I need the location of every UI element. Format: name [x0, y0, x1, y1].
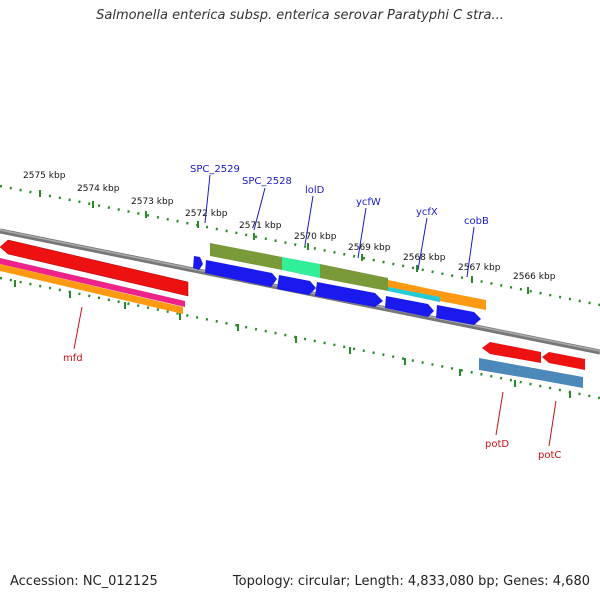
label-leaders-bottom: [73, 306, 557, 447]
gene-ycfX[interactable]: [436, 305, 481, 325]
scale-track-inner: [0, 276, 600, 400]
scale-label: 2568 kbp: [403, 253, 446, 263]
accession-text: Accession: NC_012125: [10, 574, 158, 589]
gene-arrow-small[interactable]: [193, 256, 203, 270]
gene-SPC_2528[interactable]: [277, 275, 316, 295]
map-title: Salmonella enterica subsp. enterica sero…: [96, 8, 504, 23]
scale-label: 2566 kbp: [513, 272, 556, 282]
gene-SPC_2529[interactable]: [205, 260, 277, 287]
label-leaders-top: [204, 174, 475, 278]
feature-mfd-red[interactable]: [0, 239, 189, 297]
feature-mfd-orange[interactable]: [0, 264, 183, 314]
major-ticks-outer: [39, 190, 529, 294]
scale-label: 2573 kbp: [131, 197, 174, 207]
gene-label: SPC_2528: [242, 176, 292, 187]
gene-label: potC: [538, 450, 561, 461]
scale-track-outer: [0, 184, 600, 307]
gene-label: potD: [485, 439, 509, 450]
scale-label: 2575 kbp: [23, 171, 66, 181]
feature-cyan[interactable]: [388, 287, 440, 302]
gene-ycfW[interactable]: [385, 296, 434, 317]
scale-label: 2567 kbp: [458, 263, 501, 273]
gene-label: ycfW: [356, 197, 381, 208]
gene-label: cobB: [464, 216, 489, 227]
gene-label: SPC_2529: [190, 164, 240, 175]
gene-labels-bottom: mfd potD potC: [63, 353, 561, 461]
gene-potD-red[interactable]: [482, 342, 541, 363]
major-ticks-inner: [14, 280, 571, 398]
scale-label: 2574 kbp: [77, 184, 120, 194]
gene-lolD[interactable]: [315, 282, 383, 307]
gene-label: mfd: [63, 353, 83, 364]
feature-potC-steel[interactable]: [539, 369, 583, 388]
scale-label: 2570 kbp: [294, 232, 337, 242]
feature-mfd-magenta[interactable]: [0, 258, 185, 307]
feature-teal[interactable]: [282, 257, 320, 278]
feature-olive-1[interactable]: [210, 243, 282, 270]
gene-potC-red[interactable]: [542, 352, 585, 370]
scale-label: 2569 kbp: [348, 243, 391, 253]
feature-orange-2[interactable]: [440, 291, 486, 310]
feature-potD-steel[interactable]: [479, 358, 539, 380]
feature-olive-2[interactable]: [320, 264, 388, 291]
gene-labels-top: SPC_2529 SPC_2528 lolD ycfW ycfX cobB: [190, 164, 489, 227]
gene-label: ycfX: [416, 207, 438, 218]
gene-label: lolD: [305, 185, 325, 196]
genome-summary-text: Topology: circular; Length: 4,833,080 bp…: [232, 574, 590, 589]
scale-label: 2571 kbp: [239, 221, 282, 231]
